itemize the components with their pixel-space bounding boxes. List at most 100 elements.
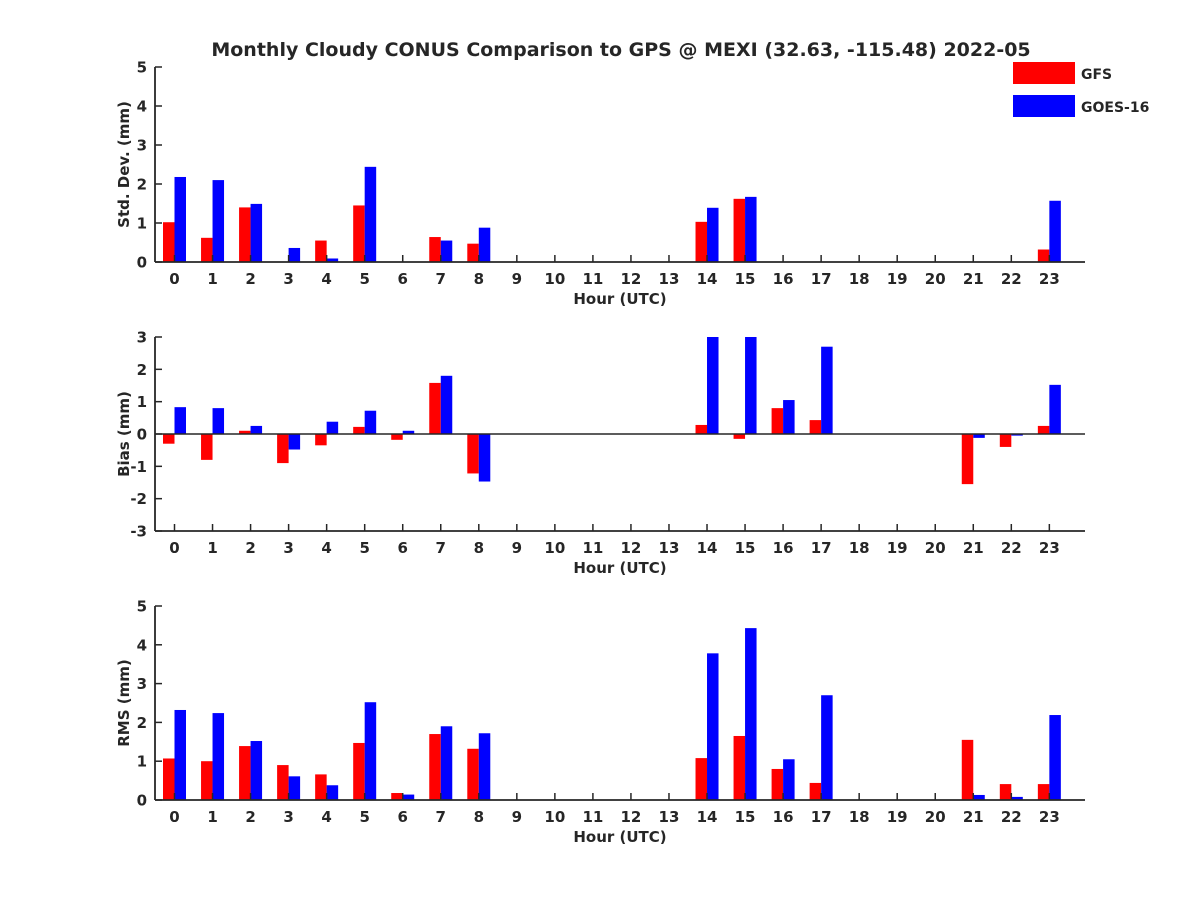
bar-bias-gfs-hour-0 — [163, 434, 175, 444]
y-tick-label: 3 — [137, 329, 147, 347]
y-tick-label: 0 — [137, 254, 147, 272]
bar-rms-goes16-hour-5 — [364, 702, 377, 800]
bar-rms-gfs-hour-21 — [961, 739, 974, 800]
x-tick-label: 12 — [621, 539, 642, 557]
bar-bias-goes16-hour-7 — [440, 375, 453, 434]
bar-bias-goes16-hour-22 — [1011, 434, 1023, 436]
x-tick-label: 11 — [582, 270, 603, 288]
bar-rms-goes16-hour-17 — [821, 695, 833, 800]
x-tick-label: 16 — [773, 808, 794, 826]
bar-std-dev-gfs-hour-15 — [733, 198, 746, 262]
x-tick-label: 6 — [398, 270, 408, 288]
bar-std-dev-gfs-hour-2 — [239, 207, 251, 262]
x-tick-label: 21 — [963, 808, 984, 826]
x-tick-label: 0 — [169, 539, 179, 557]
bar-std-dev-gfs-hour-5 — [353, 205, 365, 262]
x-tick-label: 3 — [283, 270, 293, 288]
x-tick-label: 14 — [697, 270, 718, 288]
bar-bias-goes16-hour-21 — [973, 434, 985, 438]
legend-swatch-gfs — [1013, 62, 1075, 84]
bar-std-dev-gfs-hour-7 — [429, 237, 441, 262]
bar-bias-gfs-hour-14 — [695, 424, 708, 434]
x-axis-label: Hour (UTC) — [573, 290, 666, 308]
bar-bias-goes16-hour-23 — [1049, 384, 1061, 434]
x-tick-label: 13 — [659, 270, 680, 288]
bar-rms-gfs-hour-23 — [1037, 784, 1050, 800]
x-tick-label: 1 — [207, 270, 217, 288]
x-tick-label: 17 — [811, 270, 832, 288]
x-tick-label: 23 — [1039, 539, 1060, 557]
x-tick-label: 12 — [621, 270, 642, 288]
bar-bias-goes16-hour-17 — [821, 346, 833, 434]
x-tick-label: 0 — [169, 270, 179, 288]
x-tick-label: 1 — [207, 539, 217, 557]
y-tick-label: 1 — [137, 753, 147, 771]
bar-rms-gfs-hour-15 — [733, 735, 746, 800]
bar-bias-gfs-hour-22 — [999, 434, 1012, 447]
bar-bias-gfs-hour-7 — [429, 382, 441, 434]
x-tick-label: 16 — [773, 539, 794, 557]
x-tick-label: 5 — [359, 270, 369, 288]
bar-bias-goes16-hour-8 — [478, 434, 491, 482]
y-tick-label: 5 — [137, 59, 147, 77]
x-tick-label: 19 — [887, 808, 908, 826]
x-tick-label: 15 — [735, 539, 756, 557]
x-tick-label: 3 — [283, 539, 293, 557]
x-tick-label: 21 — [963, 539, 984, 557]
x-tick-label: 23 — [1039, 808, 1060, 826]
x-tick-label: 2 — [245, 808, 255, 826]
x-tick-label: 22 — [1001, 808, 1022, 826]
bar-rms-gfs-hour-0 — [163, 758, 175, 800]
y-tick-label: 4 — [137, 636, 147, 654]
bar-std-dev-goes16-hour-8 — [478, 227, 491, 262]
x-tick-label: 6 — [398, 808, 408, 826]
bar-std-dev-goes16-hour-15 — [745, 196, 757, 262]
x-tick-label: 13 — [659, 539, 680, 557]
x-tick-label: 4 — [321, 808, 331, 826]
x-tick-label: 9 — [512, 270, 522, 288]
x-tick-label: 17 — [811, 808, 832, 826]
y-axis-label: RMS (mm) — [115, 659, 133, 746]
y-tick-label: 0 — [137, 792, 147, 810]
x-tick-label: 18 — [849, 270, 870, 288]
bar-bias-gfs-hour-15 — [733, 434, 746, 439]
bar-rms-goes16-hour-22 — [1011, 796, 1023, 800]
bar-bias-goes16-hour-15 — [745, 337, 757, 434]
x-tick-label: 0 — [169, 808, 179, 826]
x-tick-label: 5 — [359, 539, 369, 557]
bar-bias-goes16-hour-0 — [174, 407, 186, 434]
bar-bias-gfs-hour-1 — [201, 434, 213, 460]
bar-rms-goes16-hour-4 — [326, 785, 339, 800]
x-tick-label: 23 — [1039, 270, 1060, 288]
y-axis-label: Bias (mm) — [115, 391, 133, 477]
x-tick-label: 5 — [359, 808, 369, 826]
bar-bias-gfs-hour-23 — [1037, 425, 1050, 434]
bar-rms-gfs-hour-3 — [277, 765, 289, 800]
x-tick-label: 13 — [659, 808, 680, 826]
bar-bias-gfs-hour-16 — [771, 408, 784, 434]
y-tick-label: -1 — [130, 458, 147, 476]
bar-bias-gfs-hour-2 — [239, 430, 251, 434]
bar-std-dev-goes16-hour-7 — [440, 240, 453, 262]
bar-rms-goes16-hour-3 — [288, 776, 301, 800]
x-tick-label: 10 — [544, 808, 565, 826]
x-tick-label: 8 — [474, 270, 484, 288]
bar-std-dev-goes16-hour-14 — [707, 207, 719, 262]
y-axis-label: Std. Dev. (mm) — [115, 101, 133, 228]
bar-std-dev-goes16-hour-23 — [1049, 200, 1061, 262]
bar-bias-goes16-hour-5 — [364, 410, 377, 434]
bar-rms-goes16-hour-1 — [212, 713, 225, 800]
bar-std-dev-goes16-hour-4 — [326, 258, 339, 262]
bar-rms-goes16-hour-14 — [707, 653, 719, 800]
y-tick-label: 5 — [137, 598, 147, 616]
bar-std-dev-gfs-hour-14 — [695, 221, 708, 262]
x-tick-label: 22 — [1001, 539, 1022, 557]
bar-rms-goes16-hour-0 — [174, 709, 186, 800]
legend: GFS GOES-16 — [1013, 62, 1149, 117]
bar-bias-goes16-hour-14 — [707, 337, 719, 434]
x-tick-label: 3 — [283, 808, 293, 826]
x-tick-label: 10 — [544, 270, 565, 288]
